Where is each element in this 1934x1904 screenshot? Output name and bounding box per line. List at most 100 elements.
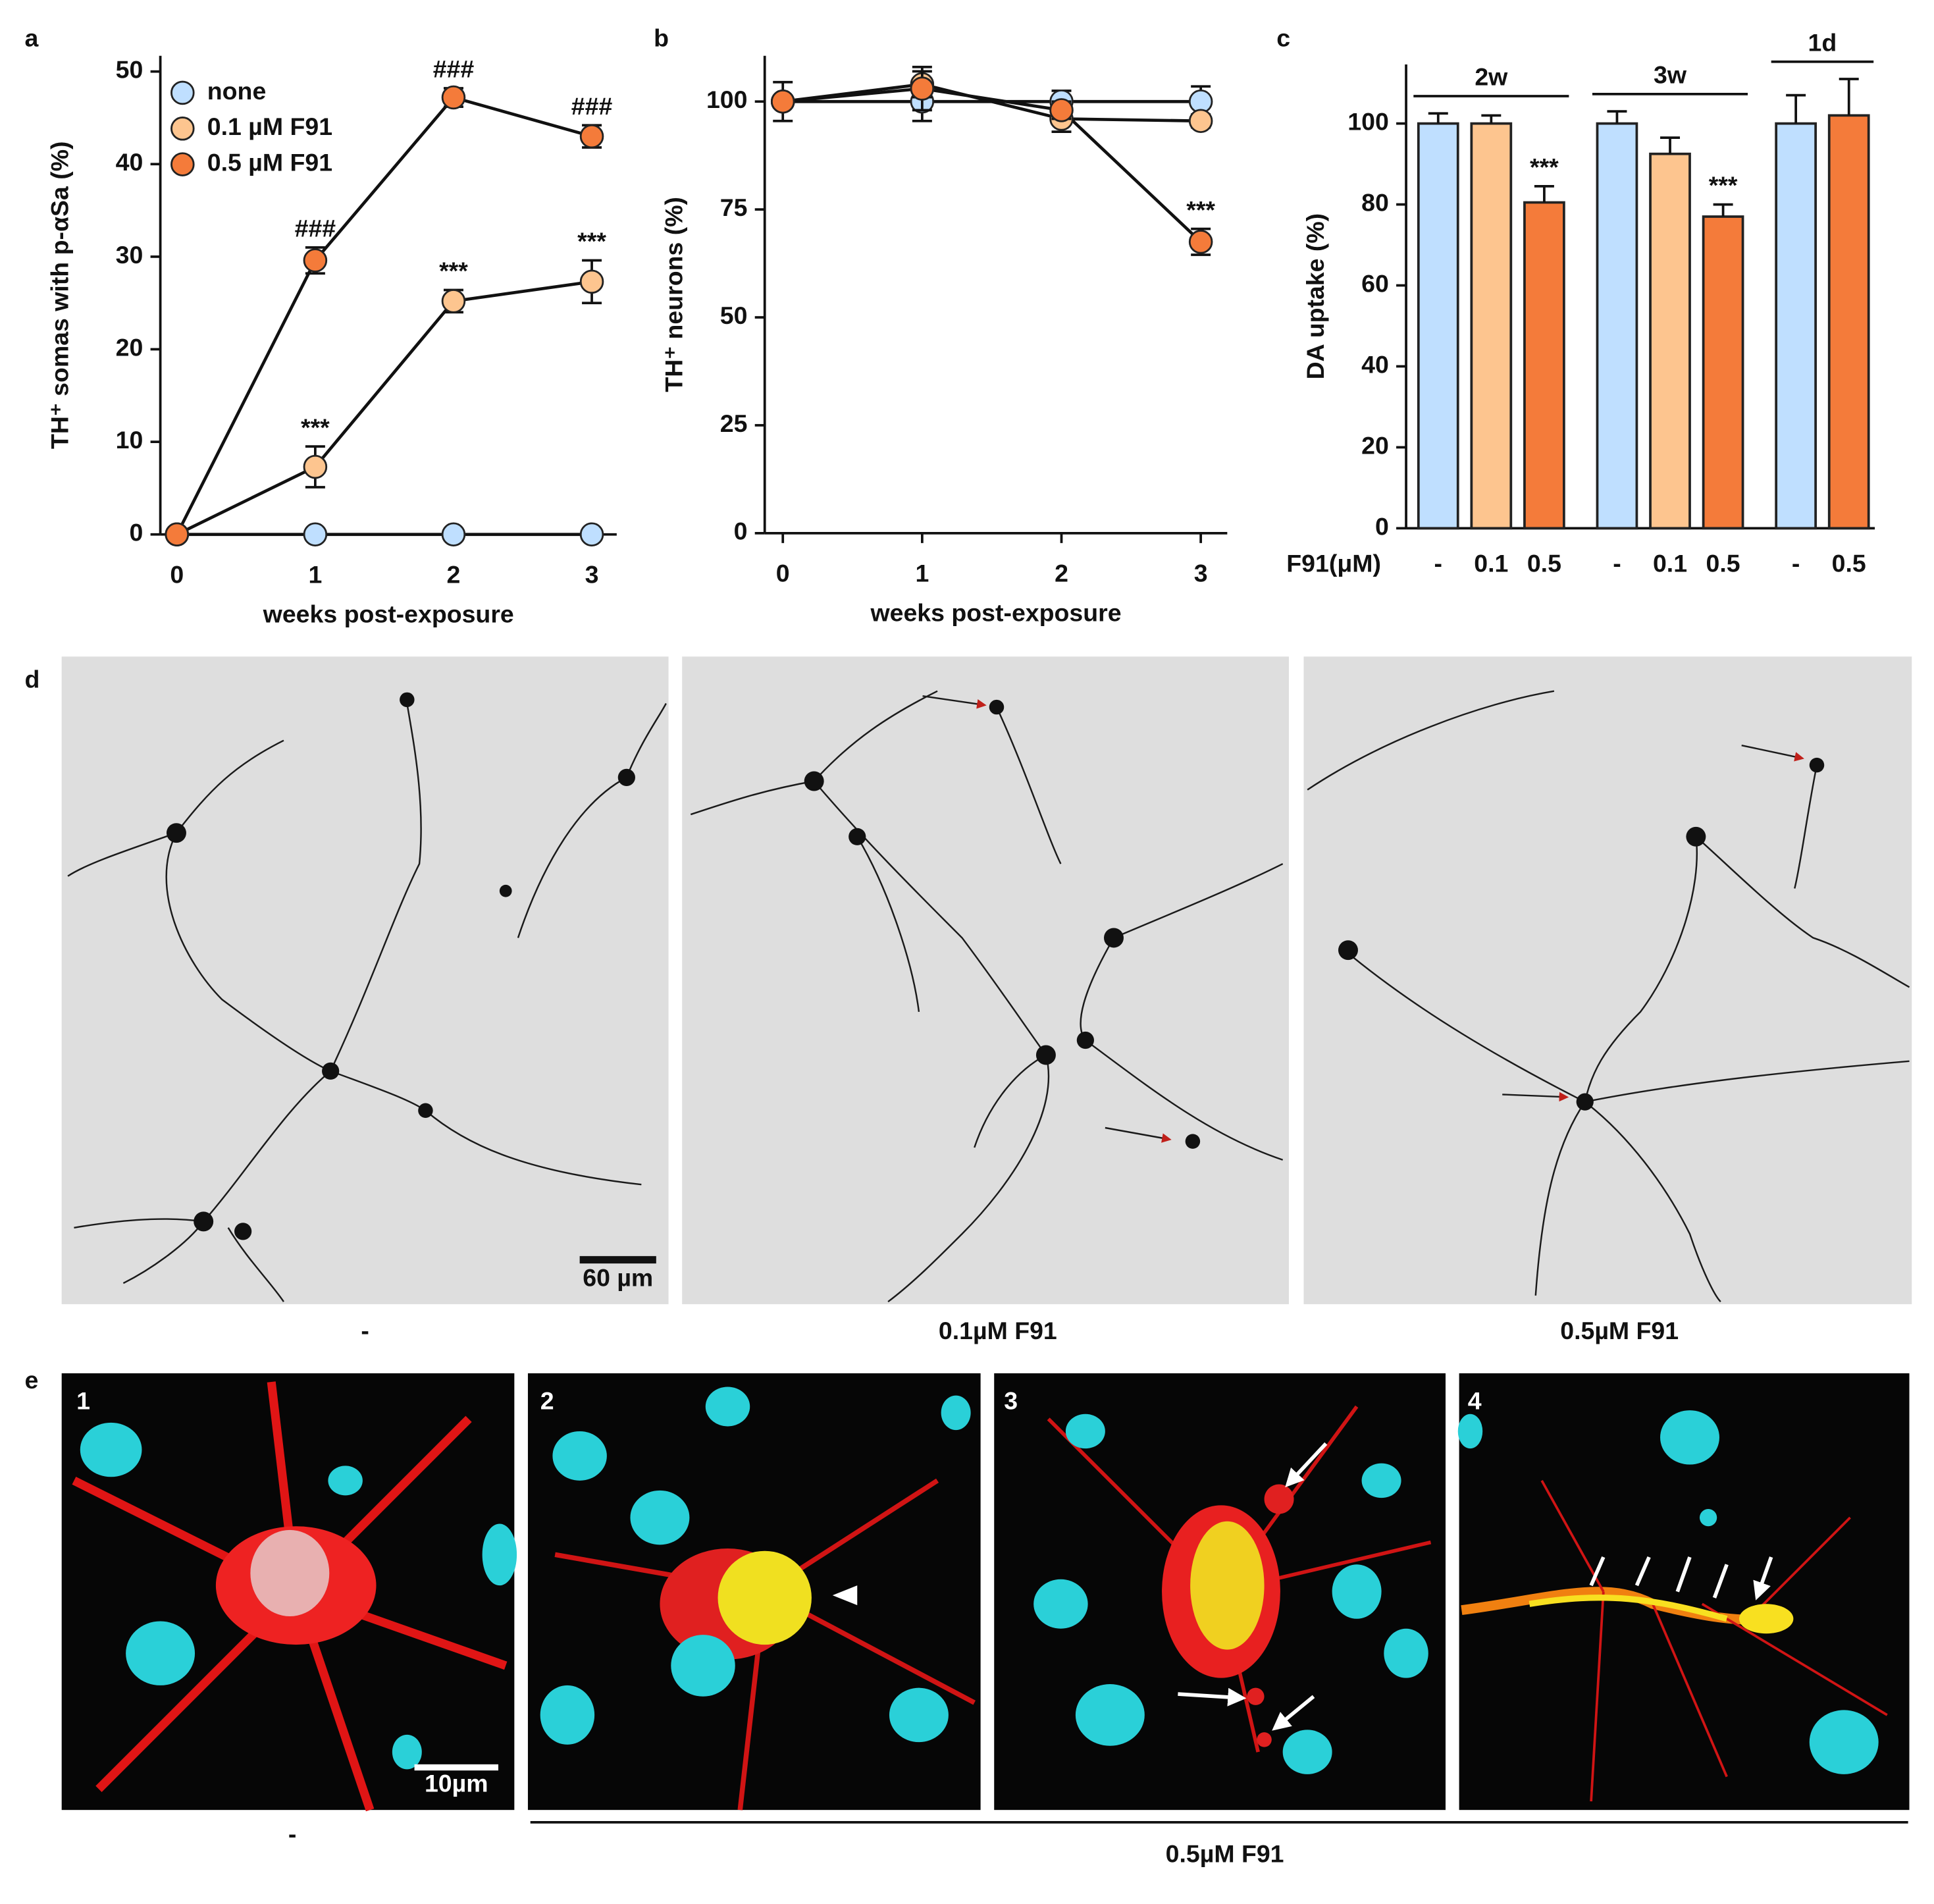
data-point bbox=[303, 454, 328, 479]
image-caption: - bbox=[361, 1317, 369, 1344]
bar bbox=[1470, 122, 1513, 530]
data-point bbox=[1049, 98, 1074, 122]
panel-letter: c bbox=[1276, 24, 1290, 51]
x-tick-label: 0 bbox=[170, 560, 184, 588]
bar bbox=[1523, 201, 1565, 530]
y-tick-label: 30 bbox=[116, 241, 144, 269]
y-tick-label: 40 bbox=[116, 148, 144, 176]
bar bbox=[1702, 215, 1744, 530]
panel-letter: d bbox=[24, 666, 39, 693]
image-caption: - bbox=[288, 1820, 296, 1847]
y-tick-label: 80 bbox=[1361, 188, 1389, 216]
data-point bbox=[1188, 109, 1213, 134]
x-tick-label: 3 bbox=[1194, 559, 1208, 587]
group-label: 2w bbox=[1475, 63, 1508, 91]
scale-bar-label: 60 µm bbox=[583, 1263, 653, 1291]
y-axis-label: TH⁺ neurons (%) bbox=[660, 197, 688, 392]
x-axis-label: weeks post-exposure bbox=[870, 598, 1121, 626]
panel-letter: e bbox=[24, 1366, 38, 1394]
significance-label: ### bbox=[295, 214, 336, 242]
significance-label: ### bbox=[433, 55, 475, 83]
series-line bbox=[175, 95, 592, 535]
data-point bbox=[579, 522, 604, 547]
panel-letter: b bbox=[654, 24, 669, 51]
x-tick-label: 0.1 bbox=[1474, 549, 1508, 577]
legend-marker bbox=[170, 80, 195, 105]
micrograph-d1 bbox=[61, 656, 669, 1304]
data-point bbox=[770, 89, 795, 114]
image-caption: 0.5µM F91 bbox=[1560, 1317, 1679, 1344]
bar bbox=[1775, 122, 1817, 530]
data-point bbox=[441, 85, 466, 110]
y-tick-label: 20 bbox=[1361, 431, 1389, 459]
x-tick-label: 0 bbox=[776, 559, 790, 587]
series-line bbox=[783, 87, 1202, 244]
data-point bbox=[165, 522, 190, 547]
y-axis-label: DA uptake (%) bbox=[1301, 213, 1329, 380]
y-tick-label: 50 bbox=[116, 56, 144, 84]
significance-label: *** bbox=[439, 257, 468, 284]
x-tick-label: 1 bbox=[915, 559, 929, 587]
y-tick-label: 0 bbox=[1375, 512, 1389, 540]
y-tick-label: 40 bbox=[1361, 350, 1389, 378]
x-tick-label: 3 bbox=[585, 560, 599, 588]
bar bbox=[1596, 122, 1638, 530]
data-point bbox=[910, 76, 935, 101]
micrograph-d3 bbox=[1303, 656, 1912, 1304]
data-point bbox=[441, 522, 466, 547]
image-number: 3 bbox=[1004, 1387, 1018, 1415]
y-tick-label: 60 bbox=[1361, 269, 1389, 297]
y-tick-label: 0 bbox=[734, 517, 748, 545]
panel-letter: a bbox=[24, 24, 39, 51]
significance-label: *** bbox=[577, 227, 606, 255]
data-point bbox=[441, 289, 466, 313]
significance-label: *** bbox=[1709, 171, 1738, 199]
significance-label: *** bbox=[1186, 196, 1215, 223]
bar bbox=[1827, 114, 1870, 530]
data-point bbox=[579, 124, 604, 149]
image-number: 2 bbox=[540, 1387, 554, 1415]
micrograph-e3 bbox=[994, 1373, 1446, 1811]
image-number: 4 bbox=[1468, 1387, 1482, 1415]
legend-marker bbox=[170, 117, 195, 141]
image-caption: 0.5µM F91 bbox=[1166, 1839, 1284, 1867]
legend-label: 0.5 µM F91 bbox=[207, 149, 332, 176]
x-tick-label: - bbox=[1434, 549, 1442, 577]
y-tick-label: 100 bbox=[706, 86, 748, 113]
micrograph-e2 bbox=[527, 1373, 981, 1811]
group-label: 3w bbox=[1654, 61, 1687, 89]
group-label: 1d bbox=[1808, 28, 1837, 56]
legend-marker bbox=[170, 152, 195, 176]
x-axis-label: F91(μM) bbox=[1286, 549, 1381, 577]
data-point bbox=[1188, 230, 1213, 254]
x-tick-label: 0.5 bbox=[1832, 549, 1866, 577]
y-tick-label: 25 bbox=[720, 410, 748, 437]
y-tick-label: 100 bbox=[1347, 108, 1389, 136]
image-caption: 0.1µM F91 bbox=[939, 1317, 1057, 1344]
x-axis-label: weeks post-exposure bbox=[263, 600, 514, 627]
x-tick-label: - bbox=[1792, 549, 1800, 577]
data-point bbox=[303, 522, 328, 547]
data-point bbox=[579, 269, 604, 294]
series-line bbox=[176, 280, 592, 536]
x-tick-label: 0.5 bbox=[1706, 549, 1740, 577]
bar bbox=[1649, 152, 1691, 530]
x-tick-label: - bbox=[1613, 549, 1621, 577]
image-number: 1 bbox=[76, 1387, 90, 1415]
y-axis-label: TH⁺ somas with p-αSa (%) bbox=[46, 141, 74, 449]
scale-bar-label: 10µm bbox=[425, 1770, 488, 1797]
y-tick-label: 20 bbox=[116, 333, 144, 361]
data-point bbox=[303, 248, 328, 273]
micrograph-e4 bbox=[1457, 1373, 1910, 1811]
legend-label: none bbox=[207, 77, 267, 105]
bar bbox=[1417, 122, 1459, 530]
y-tick-label: 75 bbox=[720, 194, 748, 221]
y-tick-label: 10 bbox=[116, 426, 144, 454]
micrograph-d2 bbox=[682, 656, 1290, 1304]
x-tick-label: 2 bbox=[447, 560, 461, 588]
x-tick-label: 0.5 bbox=[1527, 549, 1561, 577]
x-tick-label: 1 bbox=[308, 560, 322, 588]
